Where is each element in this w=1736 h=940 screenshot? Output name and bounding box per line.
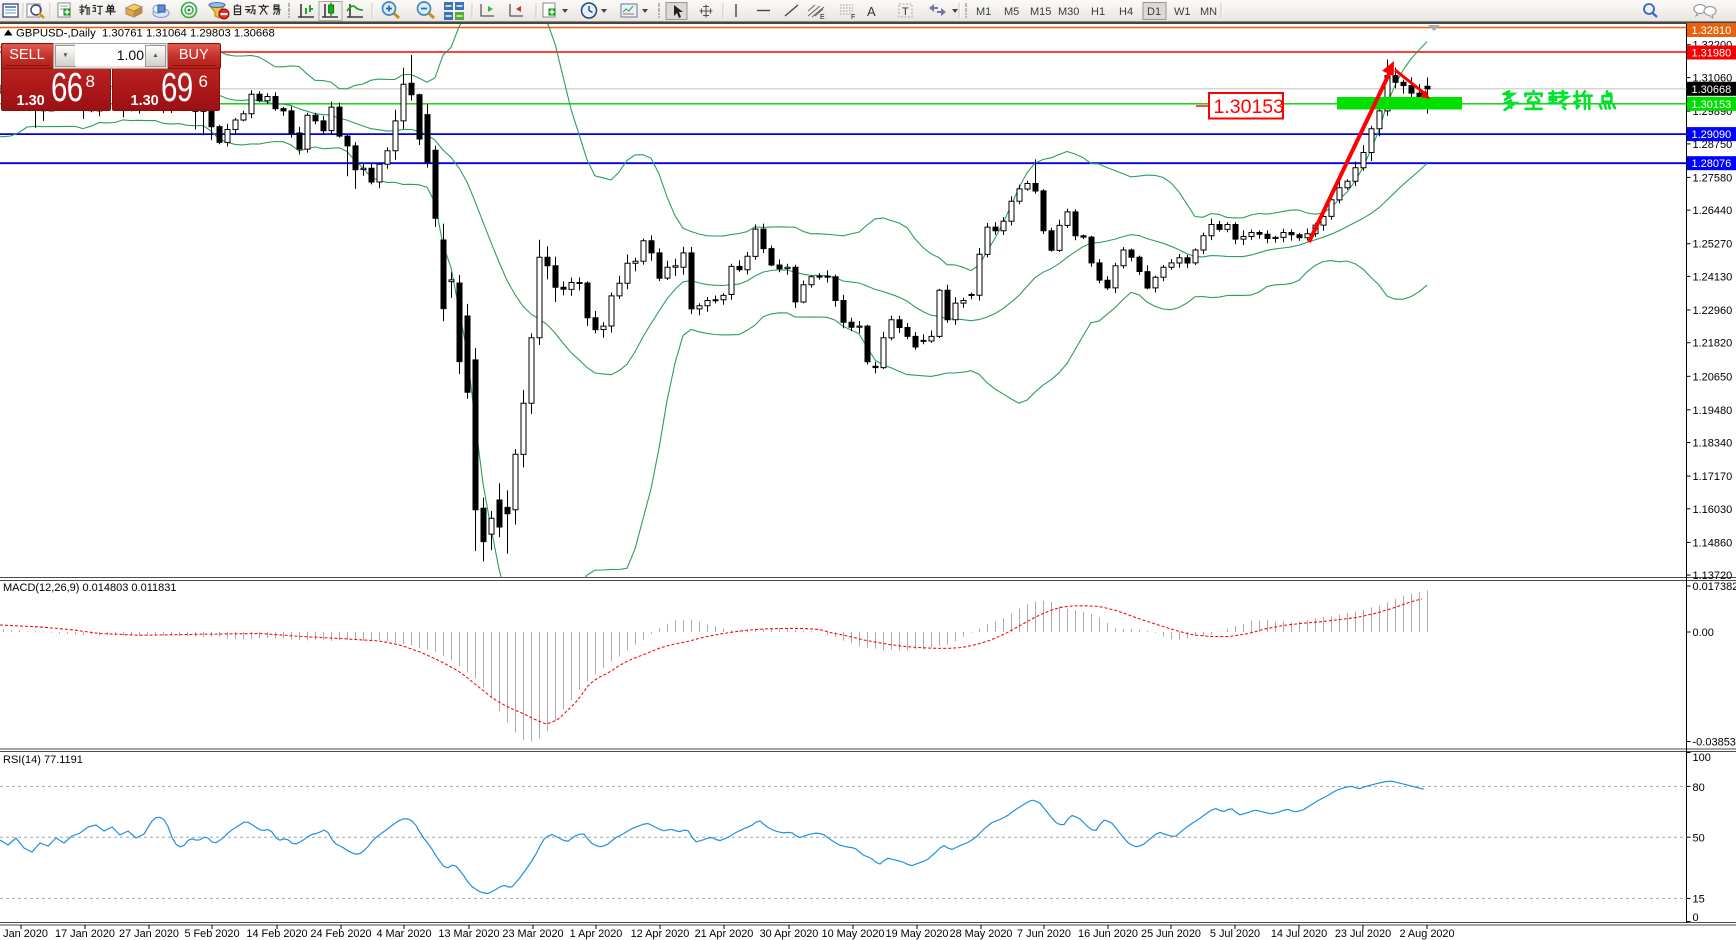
svg-text:1.29090: 1.29090	[1692, 129, 1732, 141]
svg-text:1.26440: 1.26440	[1693, 205, 1733, 217]
svg-text:1.22960: 1.22960	[1693, 305, 1733, 317]
svg-text:1.30153: 1.30153	[1692, 99, 1732, 111]
svg-text:M1: M1	[976, 6, 991, 18]
svg-text:1 Apr 2020: 1 Apr 2020	[570, 928, 623, 940]
svg-text:0.017382: 0.017382	[1693, 581, 1736, 593]
svg-text:1.30668: 1.30668	[1692, 84, 1732, 96]
svg-text:MN: MN	[1200, 6, 1217, 18]
svg-text:27 Jan 2020: 27 Jan 2020	[119, 928, 179, 940]
svg-text:1.25270: 1.25270	[1693, 239, 1733, 251]
svg-text:1.14860: 1.14860	[1693, 537, 1733, 549]
svg-text:E: E	[820, 14, 825, 21]
svg-text:1.28076: 1.28076	[1692, 158, 1732, 170]
svg-text:80: 80	[1693, 782, 1705, 794]
svg-text:-0.038538: -0.038538	[1693, 737, 1736, 749]
svg-text:5 Feb 2020: 5 Feb 2020	[184, 928, 239, 940]
svg-text:1.20650: 1.20650	[1693, 371, 1733, 383]
svg-text:13 Mar 2020: 13 Mar 2020	[438, 928, 499, 940]
svg-text:M30: M30	[1058, 6, 1079, 18]
svg-text:1.19480: 1.19480	[1693, 405, 1733, 417]
svg-text:1.17170: 1.17170	[1693, 471, 1733, 483]
svg-text:28 May 2020: 28 May 2020	[950, 928, 1013, 940]
svg-text:F: F	[851, 14, 855, 21]
svg-text:1.27580: 1.27580	[1693, 172, 1733, 184]
svg-text:14 Feb 2020: 14 Feb 2020	[246, 928, 307, 940]
svg-text:RSI(14) 77.1191: RSI(14) 77.1191	[3, 754, 83, 766]
svg-text:23 Jul 2020: 23 Jul 2020	[1335, 928, 1391, 940]
svg-text:M5: M5	[1004, 6, 1019, 18]
svg-text:H4: H4	[1119, 6, 1133, 18]
svg-text:GBPUSD-,Daily 1.30761 1.31064: GBPUSD-,Daily 1.30761 1.31064 1.29803 1.…	[16, 28, 275, 40]
svg-text:1.31980: 1.31980	[1692, 48, 1732, 60]
svg-text:24 Feb 2020: 24 Feb 2020	[310, 928, 371, 940]
svg-text:1.32810: 1.32810	[1692, 25, 1732, 37]
svg-text:4 Mar 2020: 4 Mar 2020	[376, 928, 431, 940]
svg-text:1.13720: 1.13720	[1693, 570, 1733, 582]
svg-text:H1: H1	[1091, 6, 1105, 18]
svg-text:50: 50	[1693, 832, 1705, 844]
svg-text:21 Apr 2020: 21 Apr 2020	[695, 928, 754, 940]
svg-text:T: T	[902, 6, 909, 18]
svg-text:D1: D1	[1147, 6, 1161, 18]
svg-text:23 Mar 2020: 23 Mar 2020	[502, 928, 563, 940]
svg-text:7 Jun 2020: 7 Jun 2020	[1017, 928, 1071, 940]
svg-text:12 Apr 2020: 12 Apr 2020	[631, 928, 690, 940]
svg-text:1.24130: 1.24130	[1693, 271, 1733, 283]
svg-text:30 Apr 2020: 30 Apr 2020	[760, 928, 819, 940]
svg-text:1.30153: 1.30153	[1214, 96, 1285, 118]
svg-text:15: 15	[1693, 894, 1705, 906]
svg-text:10 May 2020: 10 May 2020	[822, 928, 885, 940]
svg-text:2 Aug 2020: 2 Aug 2020	[1399, 928, 1454, 940]
svg-text:0: 0	[1693, 912, 1699, 924]
svg-text:1.16030: 1.16030	[1693, 504, 1733, 516]
svg-text:5 Jul 2020: 5 Jul 2020	[1210, 928, 1260, 940]
svg-text:1.21820: 1.21820	[1693, 338, 1733, 350]
svg-text:1.28750: 1.28750	[1693, 139, 1733, 151]
svg-text:16 Jun 2020: 16 Jun 2020	[1078, 928, 1138, 940]
svg-text:0.00: 0.00	[1693, 627, 1714, 639]
svg-text:M15: M15	[1030, 6, 1051, 18]
svg-text:100: 100	[1693, 752, 1711, 764]
svg-text:W1: W1	[1174, 6, 1191, 18]
svg-text:19 May 2020: 19 May 2020	[886, 928, 949, 940]
svg-text:1.31060: 1.31060	[1693, 73, 1733, 85]
svg-text:8 Jan 2020: 8 Jan 2020	[0, 928, 48, 940]
svg-text:17 Jan 2020: 17 Jan 2020	[55, 928, 115, 940]
svg-text:MACD(12,26,9) 0.014803 0.01183: MACD(12,26,9) 0.014803 0.011831	[3, 582, 176, 594]
svg-text:A: A	[867, 4, 876, 19]
svg-text:1.18340: 1.18340	[1693, 438, 1733, 450]
svg-text:25 Jun 2020: 25 Jun 2020	[1141, 928, 1201, 940]
svg-text:14 Jul 2020: 14 Jul 2020	[1271, 928, 1327, 940]
